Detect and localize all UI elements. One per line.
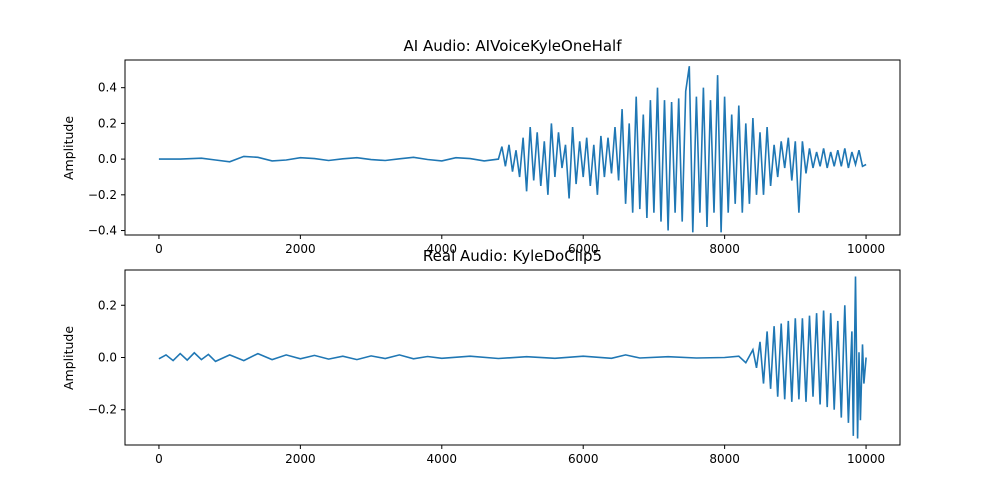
- y-tick-label: −0.2: [88, 188, 117, 202]
- series-line: [158, 66, 867, 233]
- y-tick-label: −0.2: [88, 403, 117, 417]
- y-tick-label: 0.0: [98, 351, 117, 365]
- y-tick-label: 0.2: [98, 298, 117, 312]
- x-tick-label: 8000: [709, 242, 740, 256]
- y-tick-label: −0.4: [88, 224, 117, 238]
- y-axis-label: Amplitude: [61, 326, 76, 390]
- x-tick-label: 2000: [285, 242, 316, 256]
- x-tick-label: 10000: [847, 452, 885, 466]
- chart-ai-audio: AI Audio: AIVoiceKyleOneHalf Amplitude 0…: [61, 37, 901, 256]
- plot-frame: [124, 59, 901, 236]
- x-tick-label: 6000: [568, 242, 599, 256]
- ticks: 0 2000 4000 6000 8000 10000 −0.2 0.0 0.2: [88, 298, 885, 466]
- chart-real-audio: Real Audio: KyleDoClip5 Amplitude 0 2000 4…: [61, 247, 901, 466]
- x-tick-label: 2000: [285, 452, 316, 466]
- y-axis-label: Amplitude: [61, 116, 76, 180]
- plot-frame: [124, 269, 901, 446]
- y-tick-label: 0.2: [98, 116, 117, 130]
- x-tick-label: 10000: [847, 242, 885, 256]
- chart-title: AI Audio: AIVoiceKyleOneHalf: [404, 37, 623, 55]
- x-tick-label: 4000: [427, 242, 458, 256]
- x-tick-label: 8000: [709, 452, 740, 466]
- x-tick-label: 0: [155, 242, 163, 256]
- chart-title: Real Audio: KyleDoClip5: [423, 247, 602, 265]
- y-tick-label: 0.4: [98, 81, 117, 95]
- x-tick-label: 0: [155, 452, 163, 466]
- y-tick-label: 0.0: [98, 152, 117, 166]
- ticks: 0 2000 4000 6000 8000 10000 −0.4 −0.2 0.0 0.2 0.4: [88, 81, 885, 256]
- x-tick-label: 4000: [427, 452, 458, 466]
- x-tick-label: 6000: [568, 452, 599, 466]
- series-line: [158, 276, 867, 439]
